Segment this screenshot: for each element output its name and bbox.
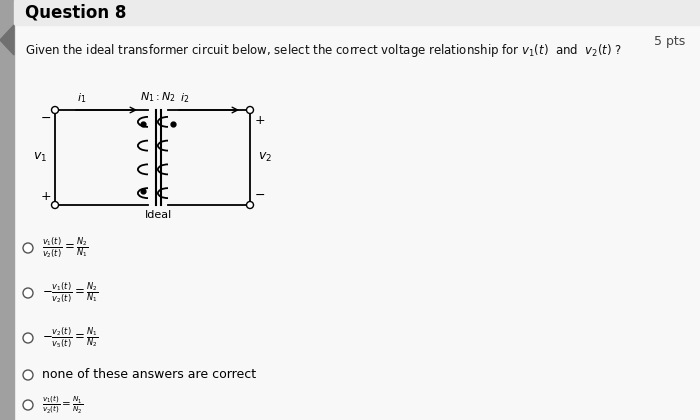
Text: Ideal: Ideal bbox=[144, 210, 172, 220]
Text: $N_1 : N_2$: $N_1 : N_2$ bbox=[140, 90, 176, 104]
Circle shape bbox=[246, 202, 253, 208]
Text: Question 8: Question 8 bbox=[25, 4, 127, 22]
Circle shape bbox=[23, 400, 33, 410]
Text: $v_1$: $v_1$ bbox=[33, 151, 47, 164]
Circle shape bbox=[52, 107, 59, 113]
Text: −: − bbox=[255, 189, 265, 202]
Circle shape bbox=[23, 243, 33, 253]
Circle shape bbox=[23, 288, 33, 298]
Bar bbox=[14, 0, 700, 25]
Text: $i_1$: $i_1$ bbox=[77, 91, 86, 105]
Text: $i_2$: $i_2$ bbox=[180, 91, 189, 105]
Text: $\frac{v_1(t)}{v_2(t)} = \frac{N_2}{N_1}$: $\frac{v_1(t)}{v_2(t)} = \frac{N_2}{N_1}… bbox=[42, 236, 88, 260]
Text: $-\frac{v_2(t)}{v_5(t)} = \frac{N_1}{N_2}$: $-\frac{v_2(t)}{v_5(t)} = \frac{N_1}{N_2… bbox=[42, 326, 98, 350]
Text: 5 pts: 5 pts bbox=[654, 35, 685, 48]
Bar bbox=[0, 0, 14, 420]
Text: Given the ideal transformer circuit below, select the correct voltage relationsh: Given the ideal transformer circuit belo… bbox=[25, 42, 622, 59]
Circle shape bbox=[246, 107, 253, 113]
Circle shape bbox=[23, 370, 33, 380]
Text: $\frac{v_1(t)}{v_2(t)} = \frac{N_1}{N_2}$: $\frac{v_1(t)}{v_2(t)} = \frac{N_1}{N_2}… bbox=[42, 394, 83, 416]
Text: none of these answers are correct: none of these answers are correct bbox=[42, 368, 256, 381]
Text: +: + bbox=[255, 113, 265, 126]
Text: +: + bbox=[41, 191, 51, 204]
Circle shape bbox=[52, 202, 59, 208]
Text: −: − bbox=[41, 111, 51, 124]
Polygon shape bbox=[0, 25, 14, 55]
Text: $-\frac{v_1(t)}{v_2(t)} = \frac{N_2}{N_1}$: $-\frac{v_1(t)}{v_2(t)} = \frac{N_2}{N_1… bbox=[42, 281, 98, 305]
Circle shape bbox=[23, 333, 33, 343]
Text: $v_2$: $v_2$ bbox=[258, 151, 272, 164]
